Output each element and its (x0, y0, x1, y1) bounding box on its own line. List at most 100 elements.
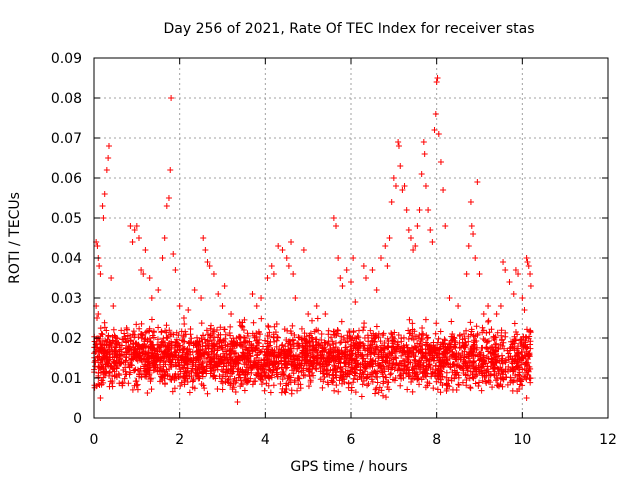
data-point (275, 353, 282, 360)
data-point (519, 366, 526, 373)
data-point (120, 367, 127, 374)
data-point (348, 347, 355, 354)
data-point (235, 374, 242, 381)
data-point (98, 355, 105, 362)
data-point (158, 339, 165, 346)
data-point (330, 328, 337, 335)
data-point (512, 267, 519, 273)
data-point (456, 331, 463, 338)
data-point (412, 360, 419, 367)
data-point (210, 372, 217, 379)
data-point (360, 324, 367, 331)
data-point (471, 358, 478, 365)
data-point (122, 335, 129, 342)
data-point (265, 333, 272, 340)
data-point (203, 363, 210, 370)
data-point (330, 371, 337, 378)
data-point (352, 360, 359, 367)
data-point (263, 372, 270, 379)
data-point (222, 331, 229, 338)
data-point (241, 387, 248, 394)
data-point (211, 326, 218, 333)
data-point (204, 390, 211, 397)
data-point (484, 363, 491, 370)
data-point (143, 343, 150, 350)
data-point (266, 366, 273, 373)
data-point (437, 356, 444, 363)
data-point (159, 338, 166, 345)
data-point (459, 336, 466, 343)
data-point (474, 330, 481, 337)
data-point (103, 327, 110, 334)
data-point (181, 377, 188, 384)
data-point (216, 373, 223, 380)
data-point (375, 353, 382, 360)
data-point (101, 352, 108, 359)
data-point (277, 380, 284, 387)
data-point (163, 203, 170, 209)
data-point (372, 390, 379, 397)
data-point (186, 389, 193, 396)
data-point (525, 263, 532, 269)
data-point (361, 345, 368, 352)
data-point (126, 351, 133, 358)
data-point (133, 223, 140, 229)
data-point (317, 351, 324, 358)
data-point (417, 366, 424, 373)
data-point (491, 364, 498, 371)
data-point (213, 351, 220, 358)
data-point (475, 379, 482, 386)
data-point (121, 375, 128, 382)
data-point (397, 367, 404, 374)
data-point (134, 381, 141, 388)
x-tick-label: 10 (513, 432, 531, 448)
data-point (221, 338, 228, 345)
data-point (453, 387, 460, 394)
data-point (261, 361, 268, 368)
data-point (283, 353, 290, 360)
data-point (306, 332, 313, 339)
data-point (279, 385, 286, 392)
data-point (400, 365, 407, 372)
data-point (217, 324, 224, 331)
data-point (103, 341, 110, 348)
data-point (335, 255, 342, 261)
data-point (357, 351, 364, 358)
data-point (388, 199, 395, 205)
data-point (390, 344, 397, 351)
data-point (169, 373, 176, 380)
data-point (377, 255, 384, 261)
data-point (378, 349, 385, 356)
data-point (303, 356, 310, 363)
data-point (395, 143, 402, 149)
data-point (150, 342, 157, 349)
data-point (265, 349, 272, 356)
data-point (114, 335, 121, 342)
data-point (139, 349, 146, 356)
data-point (415, 359, 422, 366)
data-point (359, 381, 366, 388)
data-point (416, 331, 423, 338)
data-point (470, 332, 477, 339)
data-point (256, 340, 263, 347)
data-point (265, 322, 272, 329)
data-point (334, 330, 341, 337)
data-point (288, 239, 295, 245)
data-point (467, 199, 474, 205)
data-point (329, 379, 336, 386)
data-point (170, 251, 177, 257)
data-point (163, 322, 170, 329)
data-point (328, 349, 335, 356)
data-point (385, 386, 392, 393)
data-point (196, 375, 203, 382)
data-point (140, 271, 147, 277)
data-point (240, 381, 247, 388)
data-point (392, 183, 399, 189)
data-point (470, 349, 477, 356)
data-point (485, 355, 492, 362)
data-point (502, 368, 509, 375)
data-point (313, 303, 320, 309)
data-point (254, 351, 261, 358)
data-point (527, 283, 534, 289)
data-point (306, 344, 313, 351)
